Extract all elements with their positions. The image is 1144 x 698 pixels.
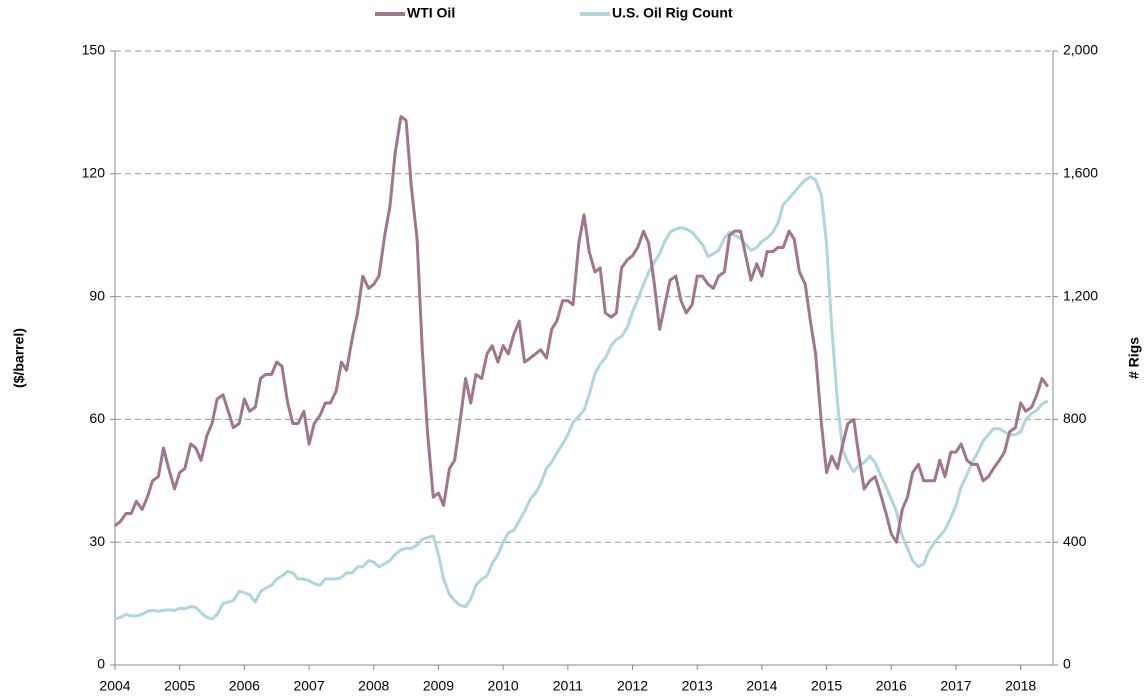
legend-label: WTI Oil (407, 5, 455, 21)
x-tick-label: 2016 (876, 678, 907, 694)
y2-tick-label: 800 (1063, 410, 1087, 426)
y2-tick-label: 1,200 (1063, 287, 1098, 303)
y2-axis-label: # Rigs (1126, 337, 1142, 379)
y-axis-label: ($/barrel) (11, 328, 27, 388)
y-tick-label: 90 (89, 287, 105, 303)
x-tick-label: 2012 (617, 678, 648, 694)
y-tick-label: 60 (89, 410, 105, 426)
x-tick-label: 2011 (553, 678, 583, 694)
x-tick-label: 2004 (99, 678, 130, 694)
legend-label: U.S. Oil Rig Count (612, 5, 733, 21)
y-tick-label: 150 (82, 42, 106, 58)
series-line (114, 114, 1050, 544)
x-tick-label: 2018 (1005, 678, 1036, 694)
x-tick-label: 2007 (293, 678, 324, 694)
x-tick-label: 2015 (811, 678, 842, 694)
y-tick-label: 30 (89, 533, 105, 549)
x-tick-label: 2006 (229, 678, 260, 694)
y-tick-label: 0 (97, 656, 105, 672)
series-line (114, 175, 1049, 621)
y2-tick-label: 0 (1063, 656, 1071, 672)
x-tick-label: 2010 (488, 678, 519, 694)
x-tick-label: 2009 (423, 678, 454, 694)
x-tick-label: 2005 (164, 678, 195, 694)
y2-tick-label: 2,000 (1063, 42, 1098, 58)
y2-tick-label: 1,600 (1063, 165, 1098, 181)
y-tick-label: 120 (82, 165, 106, 181)
x-tick-label: 2014 (746, 678, 777, 694)
y2-tick-label: 400 (1063, 533, 1087, 549)
x-tick-label: 2008 (358, 678, 389, 694)
x-tick-label: 2017 (940, 678, 971, 694)
x-tick-label: 2013 (682, 678, 713, 694)
